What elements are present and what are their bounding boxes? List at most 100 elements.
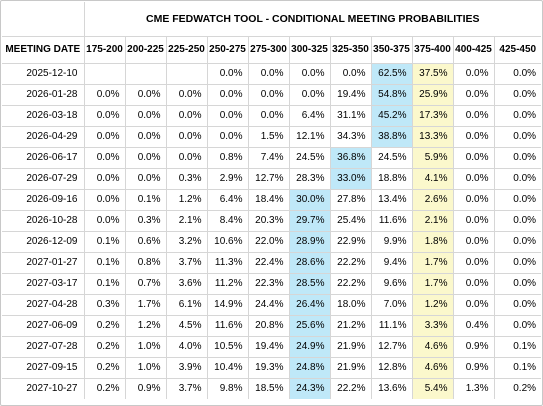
probability-cell: 0.0% [452,231,495,253]
probability-cell: 10.4% [206,357,249,379]
probability-cell: 0.0% [452,105,495,127]
table-row: 2027-06-09 0.2% 1.2% 4.5% 11.6% 20.8% 25.6% 21.… [2,315,542,337]
probability-cell: 20.3% [247,210,290,232]
probability-cell: 0.1% [83,231,126,253]
probability-cell: 1.0% [124,357,167,379]
probability-cell: 0.0% [124,126,167,148]
probability-cell: 21.9% [329,336,372,358]
probability-cell: 0.0% [452,147,495,169]
probability-cell: 0.1% [124,189,167,211]
probability-cell: 19.3% [247,357,290,379]
probability-cell: 0.0% [124,147,167,169]
probability-cell: 2.1% [165,210,208,232]
header-rate-range: 325-350 [329,36,372,64]
probability-cell: 0.0% [165,126,208,148]
probability-cell: 0.0% [452,294,495,316]
probability-cell: 0.0% [165,105,208,127]
table-row: 2026-12-09 0.1% 0.6% 3.2% 10.6% 22.0% 28.9% 22.… [2,231,542,253]
probability-cell: 10.6% [206,231,249,253]
probability-cell: 3.9% [165,357,208,379]
probability-cell: 0.0% [83,147,126,169]
probability-cell: 25.4% [329,210,372,232]
meeting-date-cell: 2026-04-29 [2,126,85,148]
probability-cell: 0.1% [83,252,126,274]
probability-cell: 2.6% [411,189,454,211]
table-row: 2026-04-29 0.0% 0.0% 0.0% 0.0% 1.5% 12.1% 34.3%… [2,126,542,148]
table-row: 2027-01-27 0.1% 0.8% 3.7% 11.3% 22.4% 28.6% 22.… [2,252,542,274]
probability-cell: 11.3% [206,252,249,274]
probability-cell: 17.3% [411,105,454,127]
probability-cell: 4.5% [165,315,208,337]
probability-cell: 4.6% [411,336,454,358]
probability-cell: 0.0% [493,84,542,106]
table-row: 2025-12-10 0.0% 0.0% 0.0% 0.0% 62.5% 37.5% 0.0%… [2,63,542,85]
probability-cell: 19.4% [247,336,290,358]
probability-cell: 0.0% [493,273,542,295]
probability-cell: 4.6% [411,357,454,379]
header-rate-range: 225-250 [165,36,208,64]
probability-cell: 0.0% [452,273,495,295]
probability-cell: 10.5% [206,336,249,358]
probability-cell: 11.6% [370,210,413,232]
probability-cell: 0.0% [247,84,290,106]
probability-cell: 18.4% [247,189,290,211]
probability-cell: 11.2% [206,273,249,295]
probability-cell: 9.9% [370,231,413,253]
header-meeting-date: MEETING DATE [2,36,85,64]
probability-cell: 0.0% [124,168,167,190]
probability-cell: 24.9% [288,336,331,358]
probability-cell: 9.4% [370,252,413,274]
probability-cell: 26.4% [288,294,331,316]
probability-cell: 0.0% [83,189,126,211]
probability-cell: 12.8% [370,357,413,379]
probability-cell: 28.3% [288,168,331,190]
probability-cell: 0.2% [493,378,542,399]
probability-cell: 0.0% [452,210,495,232]
probability-cell: 0.0% [493,168,542,190]
header-rate-range: 375-400 [411,36,454,64]
probability-cell: 0.0% [206,105,249,127]
probability-cell: 0.0% [493,189,542,211]
probability-cell: 18.5% [247,378,290,399]
probability-cell: 18.0% [329,294,372,316]
probability-cell: 0.0% [493,126,542,148]
probability-cell: 24.5% [370,147,413,169]
probability-cell: 1.8% [411,231,454,253]
probability-cell: 22.2% [329,273,372,295]
probability-cell: 0.0% [452,126,495,148]
table-row: 2026-07-29 0.0% 0.0% 0.3% 2.9% 12.7% 28.3% 33.0… [2,168,542,190]
probability-cell: 1.7% [411,273,454,295]
header-rate-range: 275-300 [247,36,290,64]
probability-cell: 0.0% [83,84,126,106]
probability-cell: 13.3% [411,126,454,148]
probability-cell: 22.3% [247,273,290,295]
probability-cell: 0.0% [493,63,542,85]
probability-cell: 1.3% [452,378,495,399]
probability-cell: 0.8% [206,147,249,169]
probability-cell: 13.4% [370,189,413,211]
probability-cell: 0.0% [493,252,542,274]
probability-cell: 7.0% [370,294,413,316]
meeting-date-cell: 2027-10-27 [2,378,85,399]
probability-cell: 12.7% [247,168,290,190]
probability-cell: 3.7% [165,378,208,399]
probability-cell: 0.1% [493,336,542,358]
header-rate-range: 400-425 [452,36,495,64]
probability-cell: 0.0% [288,84,331,106]
probability-cell: 0.0% [329,63,372,85]
probability-cell: 28.6% [288,252,331,274]
probability-cell: 21.2% [329,315,372,337]
table-row: 2027-03-17 0.1% 0.7% 3.6% 11.2% 22.3% 28.5% 22.… [2,273,542,295]
probability-cell: 0.0% [165,84,208,106]
probability-cell: 1.2% [124,315,167,337]
probability-cell: 24.4% [247,294,290,316]
probability-cell: 9.8% [206,378,249,399]
table-row: 2026-01-28 0.0% 0.0% 0.0% 0.0% 0.0% 0.0% 19.4% 5… [2,84,542,106]
probability-cell: 0.3% [83,294,126,316]
table-row: 2026-10-28 0.0% 0.3% 2.1% 8.4% 20.3% 29.7% 25.4… [2,210,542,232]
probability-cell: 13.6% [370,378,413,399]
probability-cell: 29.7% [288,210,331,232]
probability-cell: 28.9% [288,231,331,253]
probability-cell: 36.8% [329,147,372,169]
probability-cell: 28.5% [288,273,331,295]
